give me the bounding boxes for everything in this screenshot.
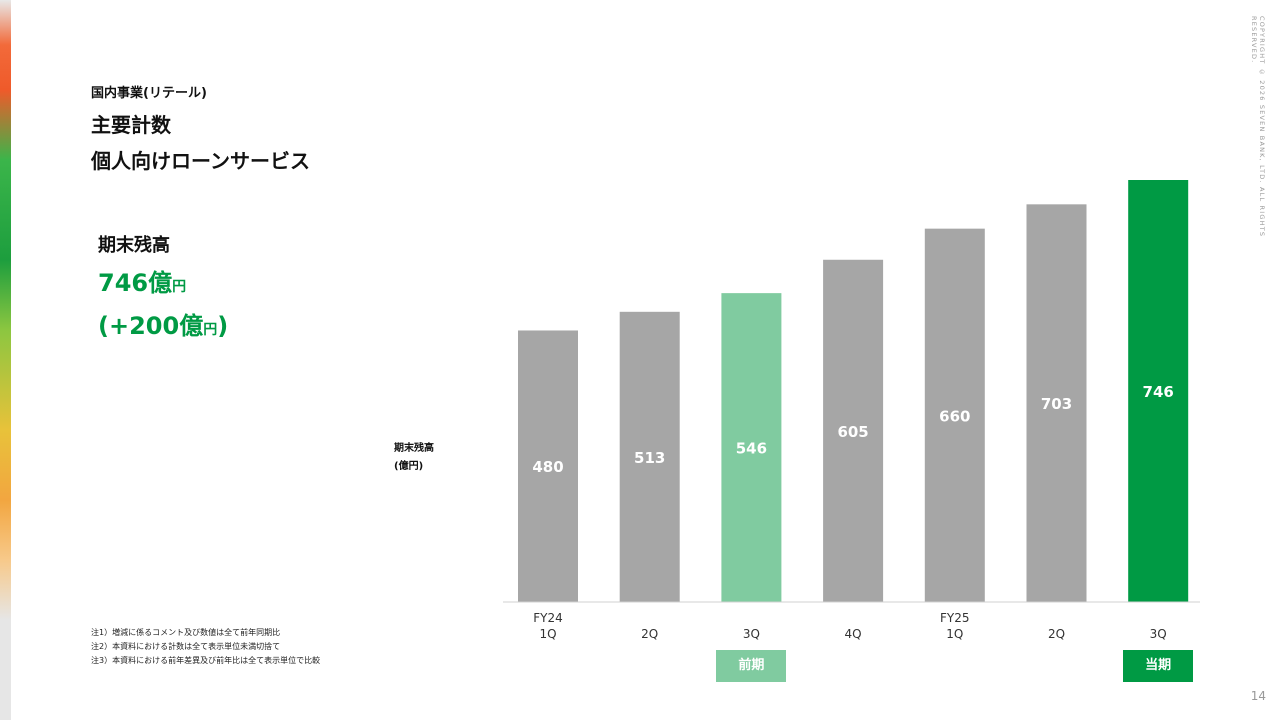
bar-value-label-3: 605 — [837, 423, 868, 441]
previous-period-badge: 前期 — [716, 650, 787, 682]
bar-3 — [823, 259, 884, 602]
y-axis-label: 期末残高 (億円) — [394, 440, 434, 476]
y-axis-label-line1: 期末残高 — [394, 443, 434, 454]
current-period-badge: 当期 — [1123, 650, 1194, 682]
kpi-label: 期末残高 — [98, 235, 170, 256]
page-subtitle: 個人向けローンサービス — [91, 149, 310, 173]
kpi-value-number: 746 — [98, 269, 149, 297]
footnote-3: 注3）本資料における前年差異及び前年比は全て表示単位で比較 — [91, 656, 321, 665]
page-title: 主要計数 — [91, 113, 171, 137]
kpi-value: 746億円 — [98, 263, 186, 298]
section-label: 国内事業(リテール) — [91, 86, 207, 101]
bar-4 — [924, 228, 985, 602]
kpi-value-unit-small: 円 — [172, 279, 187, 295]
bar-value-label-6: 746 — [1143, 383, 1174, 401]
bar-2 — [721, 293, 782, 602]
footnote-1: 注1）増減に係るコメント及び数値は全て前年同期比 — [91, 628, 281, 637]
x-tick-label-1: 2Q — [641, 627, 658, 641]
bar-value-label-1: 513 — [634, 449, 665, 467]
kpi-value-unit: 億 — [148, 269, 173, 297]
bar-value-label-0: 480 — [532, 458, 563, 476]
kpi-diff-number: +200 — [108, 312, 180, 340]
kpi-diff-unit: 億 — [179, 312, 204, 340]
copyright-text: COPYRIGHT © 2026 SEVEN BANK, LTD. ALL RI… — [1250, 16, 1266, 238]
bar-value-label-2: 546 — [736, 440, 767, 458]
kpi-diff-close: ) — [217, 312, 229, 340]
kpi-diff-unit-small: 円 — [203, 322, 218, 338]
bar-6 — [1128, 180, 1189, 602]
y-axis-label-line2: (億円) — [394, 461, 424, 472]
footnote-2: 注2）本資料における計数は全て表示単位未満切捨て — [91, 642, 281, 651]
x-tick-label-0: FY24 1Q — [533, 611, 563, 641]
bar-5 — [1026, 204, 1087, 602]
bar-value-label-5: 703 — [1041, 395, 1072, 413]
kpi-diff-open: ( — [98, 312, 109, 340]
bar-1 — [619, 311, 680, 602]
x-tick-label-4: FY25 1Q — [940, 611, 970, 641]
bar-0 — [518, 330, 578, 602]
x-tick-label-3: 4Q — [845, 627, 862, 641]
x-tick-label-6: 3Q — [1150, 627, 1167, 641]
decorative-color-strip — [0, 0, 11, 720]
x-tick-label-5: 2Q — [1048, 627, 1065, 641]
bar-value-label-4: 660 — [939, 407, 970, 425]
footnotes: 注1）増減に係るコメント及び数値は全て前年同期比 注2）本資料における計数は全て… — [91, 626, 320, 668]
x-tick-label-2: 3Q — [743, 627, 760, 641]
kpi-difference: (+200億円) — [98, 306, 228, 341]
page-number: 14 — [1250, 689, 1266, 703]
